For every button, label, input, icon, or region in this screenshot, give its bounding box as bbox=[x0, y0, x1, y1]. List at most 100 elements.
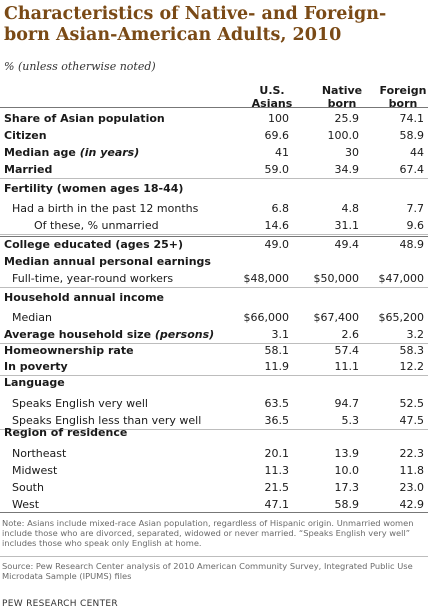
footnote: Note: Asians include mixed-race Asian po… bbox=[2, 518, 414, 548]
cell-value: 59.0 bbox=[264, 163, 290, 176]
cell-value: 25.9 bbox=[334, 112, 360, 125]
table-row: Midwest 11.3 10.0 11.8 bbox=[0, 462, 434, 479]
cell-value: $47,000 bbox=[378, 272, 425, 285]
cell-value: 23.0 bbox=[399, 481, 425, 494]
row-label: West bbox=[12, 496, 39, 513]
table-row: Had a birth in the past 12 months 6.8 4.8 7… bbox=[0, 200, 434, 217]
row-label: Speaks English less than very well bbox=[12, 412, 201, 429]
table-row: Married 59.0 34.9 67.4 bbox=[0, 161, 434, 178]
table-row: College educated (ages 25+) 49.0 49.4 48.9 bbox=[0, 236, 434, 253]
cell-value: 11.1 bbox=[334, 360, 360, 373]
cell-value: 9.6 bbox=[406, 219, 425, 232]
row-label-text: Region of residence bbox=[4, 426, 128, 439]
cell-value: 67.4 bbox=[399, 163, 425, 176]
cell-value: 58.9 bbox=[334, 498, 360, 511]
cell-value: 3.2 bbox=[406, 328, 425, 341]
cell-value: 42.9 bbox=[399, 498, 425, 511]
cell-value: 14.6 bbox=[264, 219, 290, 232]
cell-value: 47.5 bbox=[399, 414, 425, 427]
table-row: Homeownership rate 58.1 57.4 58.3 bbox=[0, 342, 434, 359]
cell-value: 94.7 bbox=[334, 397, 360, 410]
row-label-text: Median bbox=[12, 311, 53, 324]
row-label: Median bbox=[12, 309, 52, 326]
table-row: Of these, % unmarried 14.6 31.1 9.6 bbox=[0, 217, 434, 234]
row-label-text: Speaks English very well bbox=[12, 397, 148, 410]
cell-value: 47.1 bbox=[264, 498, 290, 511]
table-row: Language bbox=[0, 374, 434, 391]
cell-value: 58.9 bbox=[399, 129, 425, 142]
cell-value: 4.8 bbox=[341, 202, 360, 215]
cell-value: $67,400 bbox=[313, 311, 360, 324]
col-header-line: U.S. bbox=[259, 84, 285, 97]
row-label-text: College educated (ages 25+) bbox=[4, 238, 184, 251]
row-label-suffix: (in years) bbox=[79, 146, 140, 159]
row-divider bbox=[0, 178, 428, 179]
row-label-text: Median annual personal earnings bbox=[4, 255, 211, 268]
col-header-line: Foreign bbox=[379, 84, 427, 97]
brand-footer: PEW RESEARCH CENTER bbox=[2, 599, 118, 609]
row-label-text: South bbox=[12, 481, 44, 494]
table-row: Citizen 69.6 100.0 58.9 bbox=[0, 127, 434, 144]
cell-value: 11.3 bbox=[264, 464, 290, 477]
table-row: South 21.5 17.3 23.0 bbox=[0, 479, 434, 496]
cell-value: 74.1 bbox=[399, 112, 425, 125]
cell-value: 100.0 bbox=[327, 129, 360, 142]
row-divider bbox=[0, 234, 428, 235]
cell-value: 58.3 bbox=[399, 344, 425, 357]
row-label: Household annual income bbox=[4, 289, 164, 306]
cell-value: 21.5 bbox=[264, 481, 290, 494]
row-label: Speaks English very well bbox=[12, 395, 148, 412]
row-label: Midwest bbox=[12, 462, 57, 479]
row-label-text: West bbox=[12, 498, 40, 511]
cell-value: 13.9 bbox=[334, 447, 360, 460]
table-row: Region of residence bbox=[0, 424, 434, 441]
cell-value: 34.9 bbox=[334, 163, 360, 176]
table-row: Median annual personal earnings bbox=[0, 253, 434, 270]
row-label-text: Of these, % unmarried bbox=[34, 219, 159, 232]
table-row: Speaks English less than very well 36.5 5.… bbox=[0, 412, 434, 429]
row-divider bbox=[0, 343, 428, 344]
table-row: Household annual income bbox=[0, 289, 434, 306]
row-label: Homeownership rate bbox=[4, 342, 134, 359]
table-rule bbox=[0, 512, 428, 513]
source-note: Source: Pew Research Center analysis of … bbox=[2, 561, 413, 581]
row-label-text: Citizen bbox=[4, 129, 47, 142]
row-label-text: In poverty bbox=[4, 360, 68, 373]
row-label-text: Language bbox=[4, 376, 65, 389]
table-rule bbox=[0, 107, 428, 108]
table-row: Full-time, year-round workers $48,000 $50,… bbox=[0, 270, 434, 287]
table-row: Share of Asian population 100 25.9 74.1 bbox=[0, 110, 434, 127]
cell-value: 22.3 bbox=[399, 447, 425, 460]
cell-value: 20.1 bbox=[264, 447, 290, 460]
row-label-text: Married bbox=[4, 163, 53, 176]
row-divider bbox=[0, 287, 428, 288]
cell-value: 57.4 bbox=[334, 344, 360, 357]
figure-subtitle: % (unless otherwise noted) bbox=[4, 60, 156, 73]
row-label: In poverty bbox=[4, 358, 68, 375]
table-row: In poverty 11.9 11.1 12.2 bbox=[0, 358, 434, 375]
cell-value: $65,200 bbox=[378, 311, 425, 324]
cell-value: 31.1 bbox=[334, 219, 360, 232]
cell-value: 52.5 bbox=[399, 397, 425, 410]
row-label-text: Fertility (women ages 18-44) bbox=[4, 182, 184, 195]
cell-value: 12.2 bbox=[399, 360, 425, 373]
row-label-text: Speaks English less than very well bbox=[12, 414, 202, 427]
cell-value: 49.0 bbox=[264, 238, 290, 251]
cell-value: 6.8 bbox=[271, 202, 290, 215]
row-label: Median annual personal earnings bbox=[4, 253, 211, 270]
cell-value: 11.9 bbox=[264, 360, 290, 373]
cell-value: $66,000 bbox=[243, 311, 290, 324]
cell-value: 2.6 bbox=[341, 328, 360, 341]
row-label-text: Share of Asian population bbox=[4, 112, 165, 125]
cell-value: 63.5 bbox=[264, 397, 290, 410]
row-label: Citizen bbox=[4, 127, 47, 144]
col-header-line: Asians bbox=[251, 97, 293, 110]
cell-value: 36.5 bbox=[264, 414, 290, 427]
cell-value: 48.9 bbox=[399, 238, 425, 251]
cell-value: 44 bbox=[410, 146, 424, 159]
row-label: Median age (in years) bbox=[4, 144, 139, 161]
cell-value: 49.4 bbox=[334, 238, 360, 251]
row-label-text: Full-time, year-round workers bbox=[12, 272, 174, 285]
table-row: Median $66,000 $67,400 $65,200 bbox=[0, 309, 434, 326]
